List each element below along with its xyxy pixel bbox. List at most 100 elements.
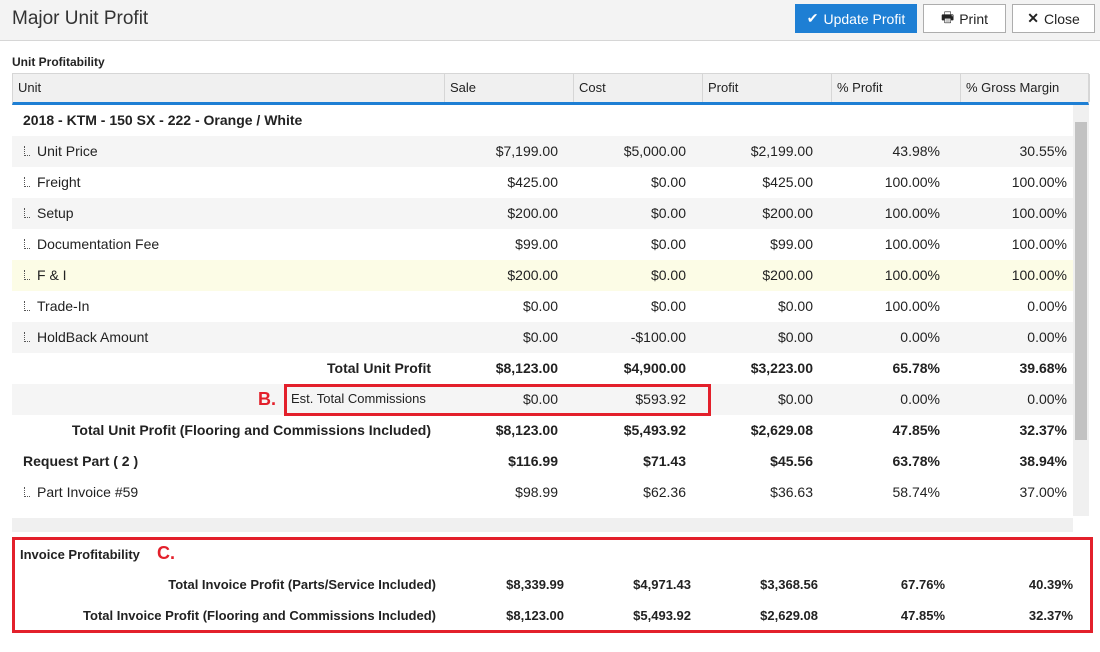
horizontal-scrollbar[interactable] <box>12 518 1073 532</box>
cell-value: 47.85% <box>892 422 940 438</box>
cell-value: $200.00 <box>762 205 813 221</box>
cell-value: $3,368.56 <box>760 577 818 592</box>
row-label: Freight <box>37 174 81 190</box>
cell-value: 32.37% <box>1019 422 1067 438</box>
cell-value: $98.99 <box>515 484 558 500</box>
cell-value: $0.00 <box>650 236 686 252</box>
cell-value: $0.00 <box>522 391 558 407</box>
table-row: Freight $425.00 $0.00 $425.00 100.00% 100.00% <box>12 167 1073 198</box>
cell-value: $8,339.99 <box>506 577 564 592</box>
highlight-box <box>12 537 1093 633</box>
row-label: Setup <box>37 205 74 221</box>
column-header: Unit <box>13 74 445 102</box>
cell-value: 0.00% <box>1027 298 1067 314</box>
cell-value: 32.37% <box>1028 608 1073 623</box>
row-label: Total Invoice Profit (Flooring and Commi… <box>83 608 436 623</box>
cell-value: 65.78% <box>892 360 940 376</box>
tree-connector <box>24 301 30 311</box>
cell-value: $3,223.00 <box>750 360 813 376</box>
cell-value: $4,900.00 <box>623 360 686 376</box>
update-profit-button[interactable]: ✔ Update Profit <box>795 4 917 33</box>
tree-connector <box>24 332 30 342</box>
section-title: Invoice Profitability <box>20 547 140 562</box>
cell-value: 39.68% <box>1019 360 1067 376</box>
cell-value: $200.00 <box>507 205 558 221</box>
cell-value: 100.00% <box>884 267 940 283</box>
annotation: B. <box>258 389 276 409</box>
tree-connector <box>24 177 30 187</box>
cell-value: $425.00 <box>507 174 558 190</box>
cell-value: $8,123.00 <box>495 360 558 376</box>
cell-value: 100.00% <box>1011 267 1067 283</box>
cell-value: 58.74% <box>892 484 940 500</box>
cell-value: $0.00 <box>650 267 686 283</box>
cell-value: $0.00 <box>522 329 558 345</box>
cell-value: $8,123.00 <box>495 422 558 438</box>
cell-value: 38.94% <box>1019 453 1067 469</box>
table-row: Trade-In $0.00 $0.00 $0.00 100.00% 0.00% <box>12 291 1073 322</box>
cell-value: $2,629.08 <box>750 422 813 438</box>
table-row: Documentation Fee $99.00 $0.00 $99.00 100.00… <box>12 229 1073 260</box>
table-row: 2018 - KTM - 150 SX - 222 - Orange / Whi… <box>12 105 1073 136</box>
highlight-box <box>284 384 711 416</box>
cell-value: 47.85% <box>900 608 945 623</box>
cell-value: $200.00 <box>762 267 813 283</box>
cell-value: 37.00% <box>1019 484 1067 500</box>
cell-value: 100.00% <box>884 298 940 314</box>
annotation: C. <box>157 543 175 563</box>
cell-value: $0.00 <box>777 329 813 345</box>
print-button[interactable]: 🖶 Print <box>923 4 1006 33</box>
table-row: HoldBack Amount $0.00 -$100.00 $0.00 0.00% 0.… <box>12 322 1073 353</box>
cell-value: 63.78% <box>892 453 940 469</box>
row-label: Documentation Fee <box>37 236 160 252</box>
row-label: Unit Price <box>37 143 98 159</box>
cell-value: $0.00 <box>777 391 813 407</box>
tree-connector <box>24 270 30 280</box>
cell-value: $0.00 <box>777 298 813 314</box>
cell-value: $116.99 <box>508 453 558 469</box>
cell-value: $0.00 <box>650 205 686 221</box>
cell-value: 100.00% <box>884 236 940 252</box>
check-icon: ✔ <box>806 10 819 26</box>
group-title: 2018 - KTM - 150 SX - 222 - Orange / Whi… <box>23 112 303 128</box>
column-header: % Profit <box>832 74 961 102</box>
cell-value: 0.00% <box>1027 329 1067 345</box>
cell-value: 0.00% <box>1027 391 1067 407</box>
cell-value: $5,493.92 <box>623 422 686 438</box>
row-label: Total Unit Profit <box>327 360 431 376</box>
cell-value: 100.00% <box>1011 236 1067 252</box>
column-header: Cost <box>574 74 703 102</box>
close-icon: ✕ <box>1027 10 1039 26</box>
table-row: F & I $200.00 $0.00 $200.00 100.00% 100.00% <box>12 260 1073 291</box>
column-header: % Gross Margin <box>961 74 1090 102</box>
cell-value: 100.00% <box>1011 205 1067 221</box>
row-label: Total Unit Profit (Flooring and Commissi… <box>71 422 431 438</box>
close-button[interactable]: ✕ Close <box>1012 4 1095 33</box>
row-label: Est. Total Commissions <box>291 391 426 406</box>
cell-value: $7,199.00 <box>495 143 558 159</box>
invoice-table: Total Invoice Profit (Parts/Service Incl… <box>0 570 1100 632</box>
cell-value: $71.43 <box>643 453 686 469</box>
cell-value: 30.55% <box>1019 143 1067 159</box>
print-icon: 🖶 <box>940 8 955 25</box>
cell-value: 43.98% <box>892 143 940 159</box>
cell-value: $2,629.08 <box>760 608 818 623</box>
cell-value: $5,000.00 <box>623 143 686 159</box>
cell-value: $0.00 <box>650 298 686 314</box>
cell-value: $99.00 <box>770 236 813 252</box>
scroll-thumb[interactable] <box>1075 122 1087 440</box>
table-row: Request Part ( 2 ) $116.99 $71.43 $45.56 63.… <box>12 446 1073 477</box>
group-title: Request Part ( 2 ) <box>23 453 139 469</box>
cell-value: $5,493.92 <box>633 608 691 623</box>
cell-value: $99.00 <box>515 236 558 252</box>
cell-value: $0.00 <box>650 174 686 190</box>
table-row: Total Unit Profit (Flooring and Commissi… <box>12 415 1073 446</box>
table-row: Total Invoice Profit (Parts/Service Incl… <box>0 570 1100 601</box>
table-row: Total Invoice Profit (Flooring and Commi… <box>0 601 1100 632</box>
row-label: F & I <box>37 267 67 283</box>
cell-value: $36.63 <box>770 484 813 500</box>
tree-connector <box>24 146 30 156</box>
row-label: Trade-In <box>37 298 90 314</box>
table-row: Part Invoice #59 $98.99 $62.36 $36.63 58.74%… <box>12 477 1073 508</box>
